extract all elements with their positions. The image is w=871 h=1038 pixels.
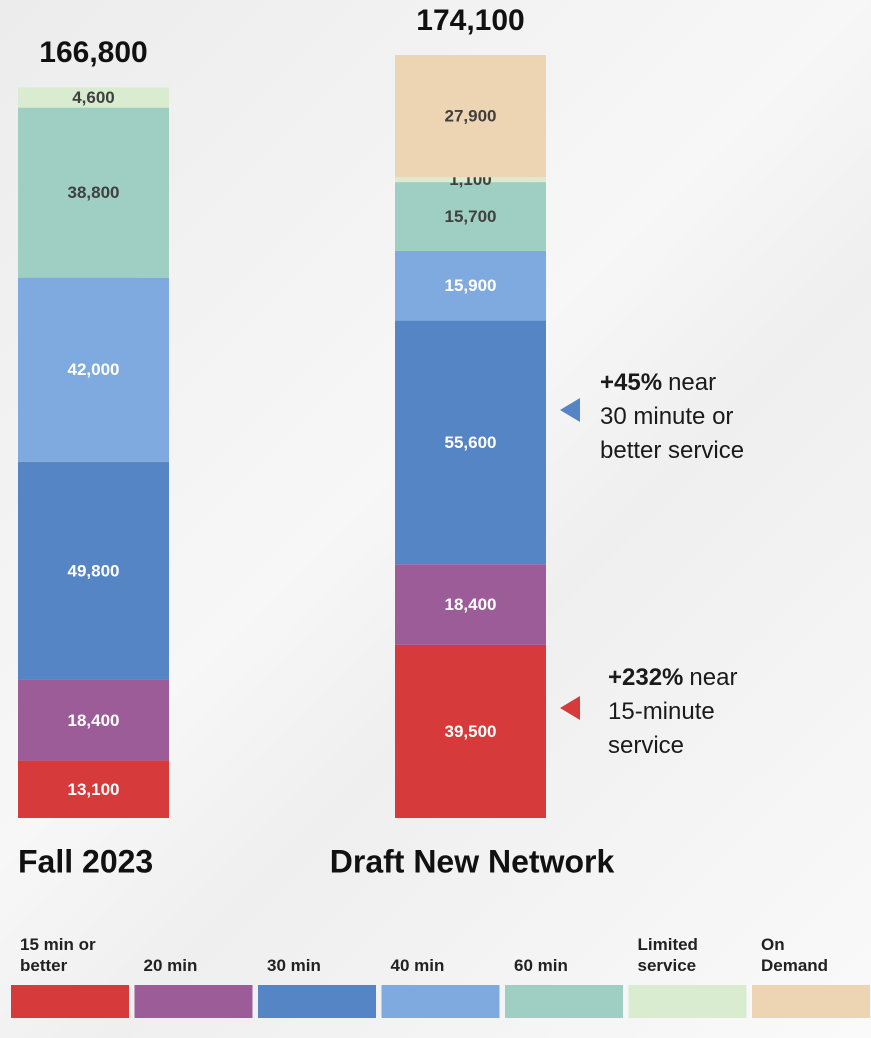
bar-segment bbox=[395, 182, 546, 251]
bar-segment bbox=[18, 679, 169, 761]
data-label: 39,500 bbox=[445, 722, 497, 741]
bar-segment bbox=[395, 320, 546, 565]
legend-swatch bbox=[752, 985, 870, 1018]
bar-segment bbox=[395, 55, 546, 178]
annotation-line: service bbox=[608, 732, 685, 759]
total-label: 166,800 bbox=[39, 36, 147, 69]
bar-segment bbox=[18, 461, 169, 680]
annotation-text: near bbox=[668, 369, 717, 396]
annotation-line: better service bbox=[600, 437, 745, 464]
legend-label: 60 min bbox=[514, 956, 568, 975]
legend-swatch bbox=[381, 985, 500, 1018]
annotation-arrow bbox=[560, 696, 580, 720]
category-label: Draft New Network bbox=[330, 843, 615, 879]
legend-label: 30 min bbox=[267, 956, 321, 975]
legend-label: 20 min bbox=[143, 956, 198, 975]
data-label: 42,000 bbox=[68, 360, 120, 379]
bar-segment bbox=[395, 177, 546, 183]
bar-segment bbox=[395, 564, 546, 645]
legend-swatch bbox=[505, 985, 623, 1018]
category-label: Fall 2023 bbox=[18, 843, 153, 879]
legend-swatch bbox=[628, 985, 747, 1018]
legend-label: On Demand bbox=[761, 935, 829, 975]
data-label: 18,400 bbox=[445, 595, 497, 614]
data-label: 13,100 bbox=[68, 780, 120, 799]
legend-label: Limited service bbox=[637, 935, 698, 975]
data-label: 4,600 bbox=[72, 88, 115, 107]
annotation-line: 30 minute or bbox=[600, 403, 734, 430]
annotation-line: 15-minute bbox=[608, 698, 715, 725]
total-label: 174,100 bbox=[416, 4, 524, 37]
legend-label: 40 min bbox=[390, 956, 445, 975]
legend-swatch bbox=[134, 985, 253, 1018]
data-label: 15,700 bbox=[445, 207, 497, 226]
annotation-text: near bbox=[689, 664, 738, 691]
annotation-emphasis: +232% bbox=[608, 664, 684, 691]
annotation-line: +45% near bbox=[600, 366, 744, 400]
annotation: +232% near 15-minute service bbox=[608, 661, 737, 763]
annotation: +45% near 30 minute or better service bbox=[600, 366, 744, 468]
legend-label: 15 min or better bbox=[20, 935, 96, 975]
legend-swatch bbox=[11, 985, 129, 1018]
bar-segment bbox=[18, 107, 169, 278]
bar-segment bbox=[18, 760, 169, 818]
annotation-line: +232% near bbox=[608, 661, 737, 695]
legend-swatch bbox=[258, 985, 376, 1018]
data-label: 18,400 bbox=[68, 711, 120, 730]
data-label: 38,800 bbox=[68, 183, 120, 202]
data-label: 15,900 bbox=[445, 276, 497, 295]
bar-segment bbox=[18, 277, 169, 462]
bar-segment bbox=[395, 250, 546, 321]
bar-segment bbox=[395, 644, 546, 818]
annotation-emphasis: +45% bbox=[600, 369, 663, 396]
data-label: 27,900 bbox=[445, 107, 497, 126]
bar-segment bbox=[18, 87, 169, 108]
annotation-arrow bbox=[560, 398, 580, 422]
data-label: 55,600 bbox=[445, 433, 497, 452]
data-label: 49,800 bbox=[68, 561, 120, 580]
